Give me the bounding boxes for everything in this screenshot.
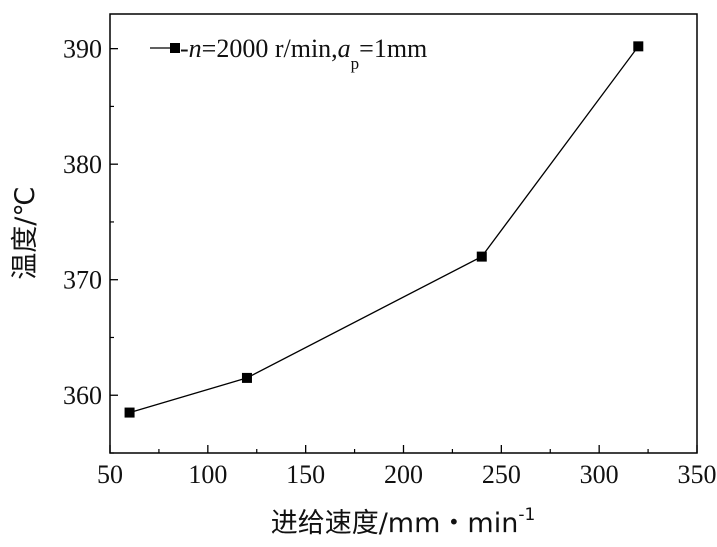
legend-a-sub: p [351, 54, 360, 73]
x-tick-label: 300 [580, 460, 619, 489]
series-layer [124, 41, 644, 418]
legend: -n=2000 r/min,ap=1mm [150, 34, 427, 73]
x-tick-label: 200 [384, 460, 423, 489]
legend-label: -n=2000 r/min,ap=1mm [180, 34, 427, 73]
plot-frame [109, 13, 698, 454]
legend-n-var: n [189, 34, 202, 63]
y-tick-label: 360 [63, 381, 102, 410]
x-tick-label: 100 [188, 460, 227, 489]
x-tick-label: 350 [678, 460, 717, 489]
legend-marker [170, 43, 180, 53]
x-axis-ticks: 50 100 150 200 250 300 350 [97, 445, 717, 489]
x-tick-label: 150 [286, 460, 325, 489]
x-tick-label: 250 [482, 460, 521, 489]
data-point [241, 372, 252, 383]
y-axis-title: 温度/℃ [10, 186, 41, 279]
y-axis-ticks: 360 370 380 390 [63, 35, 118, 454]
x-axis-title: 进给速度/mm・min-1 [271, 505, 536, 539]
data-point [633, 41, 644, 52]
x-axis-title-sup: -1 [518, 505, 535, 525]
legend-a-value: =1mm [359, 34, 427, 63]
data-point [124, 407, 135, 418]
legend-a-var: a [338, 34, 351, 63]
x-tick-label: 50 [97, 460, 123, 489]
series-line [129, 45, 639, 414]
data-point [476, 251, 487, 262]
y-tick-label: 370 [63, 266, 102, 295]
legend-prefix: - [180, 34, 189, 63]
x-axis-title-main: 进给速度/mm・min [271, 508, 519, 539]
y-tick-label: 380 [63, 150, 102, 179]
y-tick-label: 390 [63, 35, 102, 64]
legend-n-value: =2000 r/min, [202, 34, 338, 63]
